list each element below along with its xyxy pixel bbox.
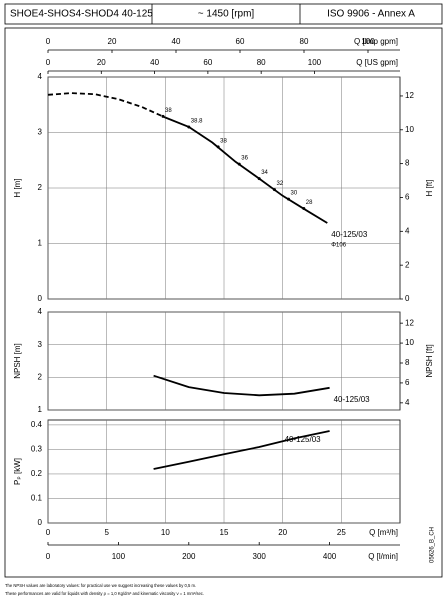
axis-title: Q [l/min] [368,552,398,561]
x-tick-label: 80 [300,37,309,46]
efficiency-label: 28 [306,200,313,206]
x-tick-label: 0 [46,58,51,67]
y2-tick-label: 6 [405,378,410,387]
y-tick-label: 2 [38,183,43,192]
y2-tick-label: 6 [405,193,410,202]
x-tick-label: 100 [112,552,126,561]
curve-label: 40-125/03 [285,435,322,444]
efficiency-label: 30 [291,191,298,197]
chart-frame [4,27,443,578]
efficiency-label: 38 [220,139,227,145]
axis-title: Q [Imp gpm] [354,37,398,46]
y2-tick-label: 12 [405,318,414,327]
efficiency-label: 34 [261,170,268,176]
x-tick-label: 40 [150,58,159,67]
y-tick-label: 0.4 [31,420,43,429]
x-tick-label: 80 [257,58,266,67]
x-tick-label: 0 [46,37,51,46]
x-tick-label: 400 [323,552,337,561]
model: SHOE4-SHOS4-SHOD4 40-125 [10,9,153,20]
y-axis-title: NPSH [m] [13,343,22,379]
speed: ~ 1450 [rpm] [198,9,255,20]
y2-tick-label: 0 [405,294,410,303]
efficiency-dot [302,207,306,211]
curve-label: 40-125/03 [334,395,371,404]
x-tick-label: 25 [337,528,346,537]
y2-tick-label: 2 [405,260,410,269]
y2-tick-label: 10 [405,338,414,347]
y-tick-label: 0 [38,518,43,527]
efficiency-label: 38.8 [191,119,203,125]
efficiency-dot [272,188,276,192]
x-tick-label: 40 [172,37,181,46]
y2-tick-label: 12 [405,91,414,100]
y-tick-label: 0 [38,294,43,303]
y-tick-label: 3 [38,340,43,349]
y-axis-title: Pₚ [kW] [13,458,22,485]
efficiency-dot [161,114,165,118]
efficiency-dot [257,177,261,181]
y2-tick-label: 4 [405,226,410,235]
axis-title: Q [m³/h] [369,528,398,537]
curve-label: 40-125/03 [331,230,368,239]
x-tick-label: 200 [182,552,196,561]
y2-axis-title: H [ft] [425,180,434,197]
curve [153,430,330,470]
efficiency-dot [287,197,291,201]
curve-label: Φ106 [331,243,346,249]
efficiency-dot [237,162,241,166]
footnote: The NPSH values are laboratory values: f… [5,583,196,588]
axis-title: Q [US gpm] [356,58,398,67]
x-tick-label: 10 [161,528,170,537]
y-tick-label: 1 [38,405,43,414]
y2-tick-label: 8 [405,358,410,367]
y-tick-label: 0.2 [31,469,43,478]
x-tick-label: 100 [308,58,322,67]
x-tick-label: 300 [253,552,267,561]
y2-axis-title: NPSH [ft] [425,344,434,377]
y-tick-label: 1 [38,239,43,248]
x-tick-label: 20 [278,528,287,537]
y-tick-label: 0.3 [31,445,43,454]
y-tick-label: 3 [38,128,43,137]
y-tick-label: 4 [38,72,43,81]
y-tick-label: 2 [38,372,43,381]
x-tick-label: 5 [104,528,109,537]
y2-tick-label: 4 [405,398,410,407]
efficiency-label: 32 [276,181,283,187]
y-tick-label: 4 [38,307,43,316]
y2-tick-label: 8 [405,159,410,168]
curve [164,116,328,224]
header-box [4,3,443,25]
standard: ISO 9906 - Annex A [327,9,415,20]
y2-tick-label: 10 [405,125,414,134]
x-tick-label: 0 [46,552,51,561]
x-tick-label: 0 [46,528,51,537]
y-axis-title: H [m] [13,178,22,197]
x-tick-label: 20 [108,37,117,46]
x-tick-label: 20 [97,58,106,67]
curve [47,92,166,119]
efficiency-label: 36 [241,156,248,162]
x-tick-label: 60 [203,58,212,67]
curve [153,374,330,397]
efficiency-dot [216,145,220,149]
footnote: These performances are valid for liquids… [5,591,204,596]
efficiency-dot [187,125,191,129]
efficiency-label: 38 [165,108,172,114]
x-tick-label: 15 [220,528,229,537]
drawing-code: 05626_B_CH [430,527,436,563]
y-tick-label: 0.1 [31,494,43,503]
x-tick-label: 100 [361,37,375,46]
x-tick-label: 60 [236,37,245,46]
